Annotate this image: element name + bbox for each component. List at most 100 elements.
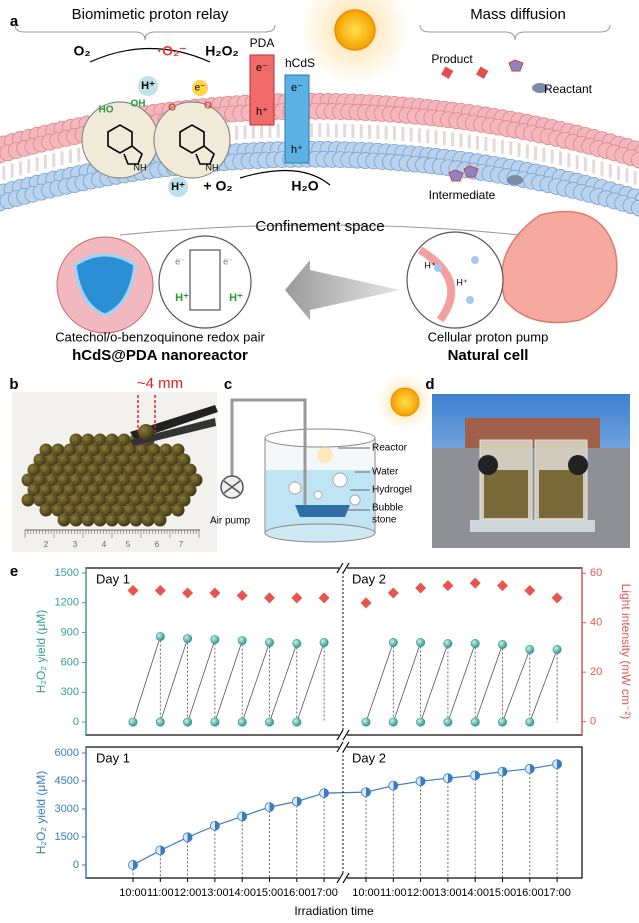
bead <box>63 503 77 517</box>
bead <box>93 493 107 507</box>
point <box>388 717 398 727</box>
bead <box>129 473 143 487</box>
plot-frame <box>85 746 583 879</box>
cycle-line <box>474 644 503 723</box>
bead <box>123 443 137 457</box>
diamond <box>209 587 221 599</box>
point <box>183 717 193 727</box>
diamond <box>442 580 454 592</box>
bead <box>93 473 107 487</box>
point <box>388 638 398 648</box>
lipid-head <box>630 151 639 169</box>
bead <box>99 463 113 477</box>
point <box>361 717 371 727</box>
bead <box>141 473 155 487</box>
bead <box>57 513 71 527</box>
bead <box>69 493 83 507</box>
label: H⁺ <box>175 292 189 304</box>
bead <box>87 443 101 457</box>
point <box>237 811 248 822</box>
cycle-line <box>392 642 421 723</box>
point <box>237 717 247 727</box>
bead <box>81 493 95 507</box>
caption: Cellular proton pump <box>428 329 549 344</box>
bead <box>105 493 119 507</box>
cycle-line <box>159 638 188 723</box>
bead <box>51 503 65 517</box>
panel-label: b <box>9 376 18 393</box>
x-tick-label: 11:00 <box>380 887 407 899</box>
x-tick-label: 15:00 <box>256 887 284 899</box>
bead <box>165 493 179 507</box>
y2-tick-label: 20 <box>590 666 602 678</box>
diamond <box>469 577 481 589</box>
label: ·O₂⁻ <box>157 43 186 59</box>
y-tick-label: 0 <box>73 859 79 871</box>
bead <box>27 463 41 477</box>
point <box>415 776 426 787</box>
bead <box>117 513 131 527</box>
x-tick-label: 12:00 <box>407 887 435 899</box>
point <box>552 645 562 655</box>
diamond <box>291 592 303 604</box>
label: H⁺ <box>456 277 467 287</box>
point <box>155 845 166 856</box>
panel-label: c <box>224 376 232 393</box>
label: Water <box>372 467 399 478</box>
bead <box>183 483 197 497</box>
caption: Natural cell <box>448 347 529 364</box>
point <box>470 717 480 727</box>
diamond <box>524 585 536 597</box>
y-tick-label: 600 <box>61 656 79 668</box>
y-tick-label: 0 <box>73 716 79 728</box>
point <box>155 717 165 727</box>
day-label: Day 2 <box>352 750 386 765</box>
y-tick-label: 1500 <box>55 567 79 579</box>
bead <box>111 503 125 517</box>
axis-break-mark <box>342 872 350 884</box>
point <box>416 717 426 727</box>
axis-break-mark <box>336 872 344 884</box>
bead <box>141 513 155 527</box>
bead <box>33 473 47 487</box>
point <box>210 717 220 727</box>
day-label: Day 1 <box>96 750 130 765</box>
y-tick-label: 300 <box>61 686 79 698</box>
point <box>388 780 399 791</box>
x-tick-label: 10:00 <box>352 887 380 899</box>
label: + O₂ <box>203 178 232 194</box>
bead <box>165 473 179 487</box>
panel-label: e <box>10 563 18 580</box>
bead <box>39 503 53 517</box>
point <box>182 832 193 843</box>
bead <box>111 463 125 477</box>
diamond <box>182 587 194 599</box>
diamond <box>318 592 330 604</box>
y2-tick-label: 40 <box>590 617 602 629</box>
y2-tick-label: 60 <box>590 567 602 579</box>
point <box>497 640 507 650</box>
point <box>264 802 275 812</box>
cycle-line <box>187 639 216 723</box>
bead <box>39 443 53 457</box>
bead <box>57 493 71 507</box>
label: e⁻ <box>223 256 233 266</box>
bead <box>105 433 119 447</box>
label: H⁺ <box>229 292 243 304</box>
label: H₂O <box>291 178 318 194</box>
x-axis-label: Irradiation time <box>294 904 374 918</box>
x-tick-label: 10:00 <box>119 887 147 899</box>
illustration <box>14 0 618 334</box>
bead <box>93 513 107 527</box>
bead <box>81 513 95 527</box>
x-tick-label: 13:00 <box>201 887 229 899</box>
bead <box>141 493 155 507</box>
label: OH <box>131 99 146 110</box>
bead <box>69 513 83 527</box>
bead <box>147 503 161 517</box>
diamond <box>154 585 166 597</box>
bead <box>87 483 101 497</box>
label: Reactor <box>372 443 408 454</box>
bead <box>123 463 137 477</box>
